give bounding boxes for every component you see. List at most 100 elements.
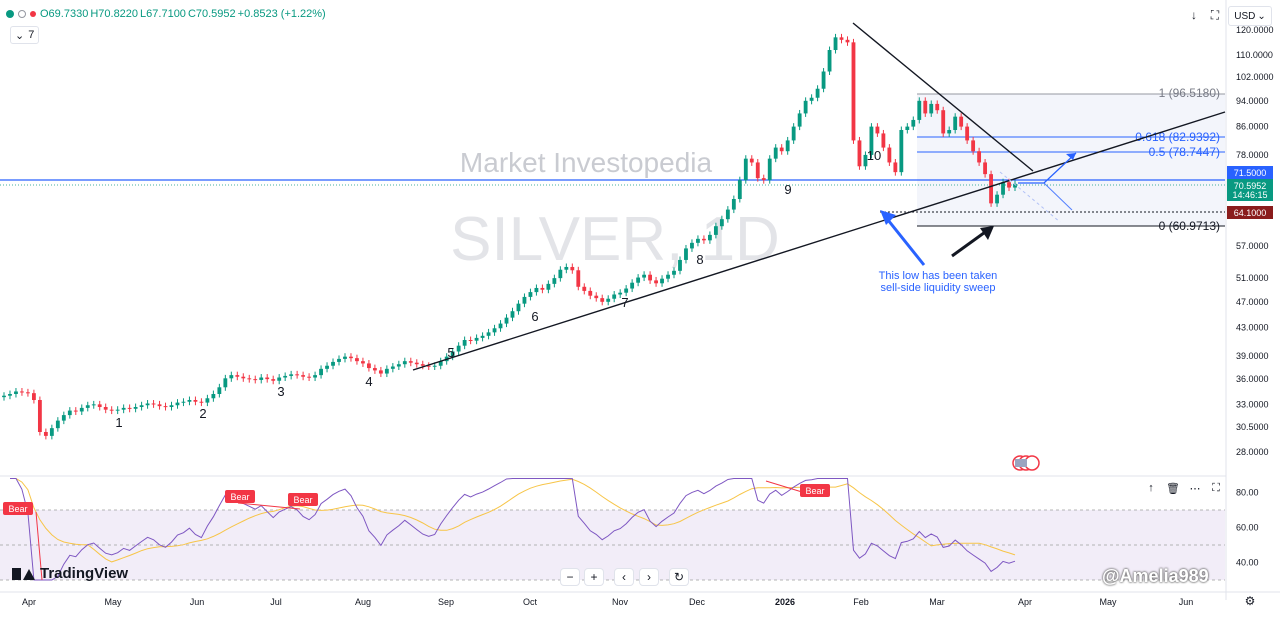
candle-body	[791, 126, 796, 141]
last-price-value: 70.5952	[1234, 181, 1267, 191]
bear-label-bg	[288, 493, 318, 506]
wave-label: 3	[277, 384, 284, 399]
zoom-in-button[interactable]: +	[584, 568, 604, 586]
uptrend-line	[412, 111, 1226, 371]
x-tick-label: Mar	[929, 597, 945, 607]
candle-body	[869, 126, 874, 155]
rsi-tick-label: 60.00	[1236, 523, 1259, 533]
y-tick-label: 47.0000	[1236, 297, 1269, 307]
candle-body	[767, 158, 772, 181]
fullscreen-icon[interactable]: ⛶	[1205, 6, 1225, 24]
candle-body	[725, 209, 730, 220]
candle-body	[564, 266, 569, 270]
candle-body	[839, 37, 844, 40]
wave-label: 9	[784, 182, 791, 197]
candle-body	[205, 398, 210, 403]
candle-body	[462, 340, 467, 346]
ohlc-change: +0.8523 (+1.22%)	[237, 8, 326, 20]
candle-body	[486, 332, 491, 336]
fib-label-05: 0.5 (78.7447)	[1149, 145, 1220, 159]
candle-body	[14, 391, 18, 394]
rsi-tick-label: 40.00	[1236, 558, 1259, 568]
candle-body	[456, 345, 461, 352]
rsi-axis: 80.00 60.00 40.00	[1236, 488, 1259, 568]
x-tick-label: Jul	[270, 597, 282, 607]
time-axis: Apr May Jun Jul Aug Sep Oct Nov Dec 2026 Feb Mar Apr…	[22, 597, 1193, 607]
candle-body	[684, 248, 688, 260]
candle-body	[121, 407, 126, 410]
zoom-out-button[interactable]: −	[560, 568, 580, 586]
wave-label: 6	[531, 309, 538, 324]
bear-label: Bear	[230, 492, 249, 502]
candle-body	[235, 375, 240, 377]
ohlc-high: H70.8220	[90, 8, 139, 20]
candle-body	[522, 296, 527, 304]
candle-body	[169, 405, 174, 408]
svg-text:71.5000: 71.5000	[1234, 168, 1267, 178]
blue-arrow-head	[880, 210, 896, 225]
projection-up-arrowhead	[1066, 153, 1076, 160]
indicator-count: 7	[28, 29, 35, 41]
ohlc-low: L67.7100	[140, 8, 186, 20]
candle-body	[492, 328, 497, 333]
candle-body	[743, 158, 748, 181]
candle-body	[115, 409, 120, 411]
candle-body	[2, 395, 6, 398]
candle-body	[809, 97, 814, 101]
wave-label: 2	[199, 406, 206, 421]
candle-body	[247, 378, 252, 380]
candle-body	[540, 287, 545, 290]
candle-body	[181, 401, 186, 403]
status-dot-icon	[6, 10, 14, 18]
candle-body	[612, 294, 617, 299]
candle-body	[977, 151, 982, 163]
scroll-right-button[interactable]: ›	[639, 568, 659, 586]
trash-icon[interactable]: 🗑	[1164, 480, 1182, 496]
candle-body	[139, 405, 144, 408]
candle-body	[31, 393, 36, 400]
tradingview-logo-text: TradingView	[40, 565, 129, 582]
candle-body	[313, 375, 317, 378]
candle-body	[917, 100, 922, 120]
candle-body	[935, 103, 940, 111]
candle-body	[773, 147, 778, 159]
price-axis: 120.0000 110.0000 102.0000 94.0000 86.0000 78…	[1236, 25, 1274, 457]
candle-body	[761, 178, 766, 181]
x-tick-label: May	[1099, 597, 1117, 607]
download-arrow-icon[interactable]: ↓	[1184, 6, 1204, 24]
candle-body	[642, 274, 647, 278]
market-dot-icon	[30, 11, 36, 17]
candle-body	[989, 174, 993, 204]
candle-body	[905, 126, 910, 130]
bear-label-bg	[800, 484, 830, 497]
candle-body	[43, 431, 48, 436]
scroll-left-button[interactable]: ‹	[614, 568, 634, 586]
reset-chart-button[interactable]: ↻	[669, 568, 689, 586]
candle-body	[737, 180, 742, 199]
y-tick-label: 86.0000	[1236, 122, 1269, 132]
candle-body	[881, 133, 886, 148]
candle-body	[618, 292, 623, 295]
candle-body	[337, 358, 341, 362]
ohlc-close: C70.5952	[187, 8, 236, 20]
candle-body	[343, 356, 347, 359]
indicator-toggle[interactable]: ⌄ 7	[10, 26, 40, 44]
settings-gear-icon[interactable]: ⚙	[1240, 592, 1260, 610]
wave-label: 7	[621, 295, 628, 310]
bear-label-bg	[3, 502, 33, 515]
bear-label: Bear	[293, 495, 312, 505]
candle-body	[229, 375, 234, 379]
candle-body	[636, 277, 641, 283]
more-dots-icon[interactable]: ⋯	[1186, 480, 1204, 496]
bear-label: Bear	[805, 486, 824, 496]
candle-body	[1001, 182, 1005, 195]
move-up-icon[interactable]: ↑	[1142, 480, 1160, 496]
candle-body	[438, 361, 443, 366]
currency-select[interactable]: USD ⌄	[1228, 6, 1272, 26]
tradingview-logo: TradingView	[12, 565, 128, 582]
maximize-pane-icon[interactable]: ⛶	[1207, 480, 1225, 496]
candle-body	[803, 100, 808, 114]
x-tick-label: 2026	[775, 597, 795, 607]
svg-text:64.1000: 64.1000	[1234, 208, 1267, 218]
